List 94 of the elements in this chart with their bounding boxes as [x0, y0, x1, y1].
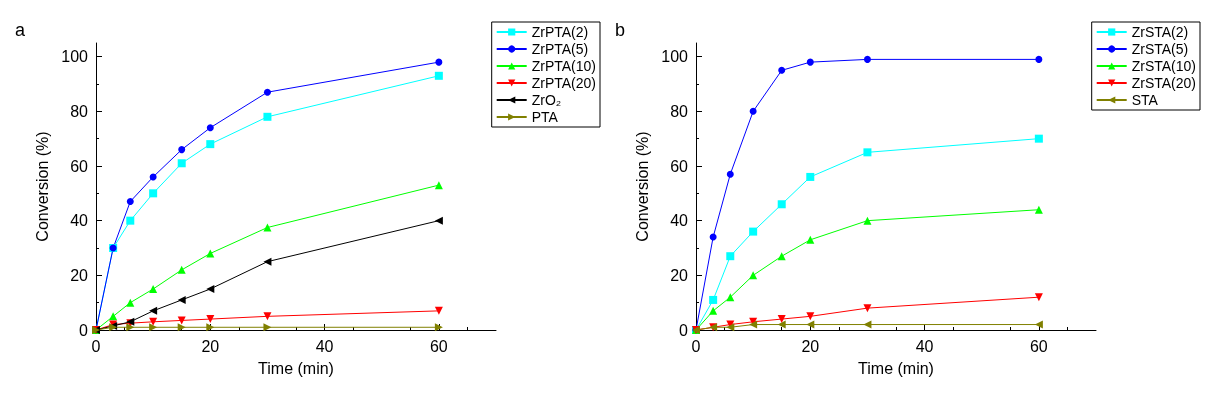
legend-label: ZrPTA(20) [531, 75, 597, 91]
y-tick-label: 20 [70, 266, 89, 284]
point [709, 233, 717, 241]
point [863, 148, 872, 157]
point [206, 323, 215, 332]
x-axis-title: Time (min) [258, 359, 334, 377]
point [806, 312, 815, 321]
x-tick-label: 0 [91, 337, 101, 355]
point [149, 306, 158, 315]
point [206, 315, 215, 324]
legend-label: ZrSTA(20) [1131, 75, 1197, 91]
y-tick-label: 60 [70, 157, 89, 175]
y-tick-label: 20 [670, 266, 689, 284]
y-tick-label: 40 [670, 212, 689, 230]
point [806, 320, 815, 329]
point [1034, 134, 1043, 143]
point [777, 315, 786, 324]
y-tick-label: 0 [679, 321, 689, 339]
y-tick-label: 80 [670, 102, 689, 120]
x-tick-label: 60 [1029, 337, 1048, 355]
point [149, 285, 158, 293]
x-axis-title: Time (min) [858, 359, 934, 377]
point [726, 170, 734, 178]
point [177, 323, 186, 332]
point [863, 216, 872, 225]
legend-label: ZrPTA(5) [531, 41, 589, 57]
point [806, 58, 814, 66]
point [863, 304, 872, 313]
point [434, 71, 443, 80]
point [749, 227, 758, 236]
y-tick-label: 100 [661, 48, 689, 66]
legend-label: ZrSTA(2) [1131, 24, 1189, 40]
x-tick-label: 40 [915, 337, 934, 355]
y-axis-title: Conversion (%) [633, 131, 651, 242]
point [863, 320, 872, 329]
legend-label: STA [1131, 92, 1159, 108]
point [435, 58, 443, 66]
point [149, 189, 158, 198]
point [1034, 205, 1043, 214]
point [126, 216, 135, 225]
point [1035, 55, 1043, 63]
x-tick-label: 0 [691, 337, 701, 355]
point [726, 252, 735, 261]
point [263, 112, 272, 121]
point [863, 55, 871, 63]
point [149, 317, 158, 326]
point [177, 265, 186, 274]
point [178, 146, 186, 154]
point [806, 235, 815, 244]
legend-label: PTA [531, 109, 559, 125]
x-tick-label: 20 [201, 337, 220, 355]
point [149, 323, 158, 332]
point [434, 306, 443, 315]
point [434, 323, 443, 332]
point [263, 323, 272, 332]
chart-title: a [15, 20, 26, 40]
point [126, 198, 134, 206]
point [777, 320, 786, 329]
point [126, 323, 135, 332]
y-tick-label: 80 [70, 102, 89, 120]
legend-label: ZrPTA(2) [531, 24, 589, 40]
point [263, 312, 272, 321]
chart-title: b [615, 20, 626, 40]
legend-label: ZrSTA(10) [1131, 58, 1197, 74]
point [709, 295, 718, 304]
point [177, 159, 186, 168]
point [434, 216, 443, 225]
point [777, 200, 786, 209]
point [177, 295, 186, 304]
point [778, 66, 786, 74]
y-tick-label: 60 [670, 157, 689, 175]
legend-label: ZrPTA(10) [531, 58, 597, 74]
x-tick-label: 60 [429, 337, 448, 355]
point [177, 316, 186, 325]
point [434, 181, 443, 190]
point [149, 173, 157, 181]
point [806, 172, 815, 181]
point [709, 306, 718, 315]
y-tick-label: 0 [79, 321, 89, 339]
point [263, 88, 271, 96]
legend-label: ZrO₂ [531, 92, 562, 108]
x-tick-label: 20 [801, 337, 820, 355]
point [206, 285, 215, 293]
point [749, 107, 757, 115]
point [1034, 293, 1043, 302]
x-tick-label: 40 [315, 337, 334, 355]
point [206, 124, 214, 132]
point [263, 223, 272, 232]
point [206, 140, 215, 149]
y-axis-title: Conversion (%) [33, 131, 51, 242]
point [126, 298, 135, 307]
legend-label: ZrSTA(5) [1131, 41, 1189, 57]
y-tick-label: 100 [61, 48, 89, 66]
y-tick-label: 40 [70, 212, 89, 230]
